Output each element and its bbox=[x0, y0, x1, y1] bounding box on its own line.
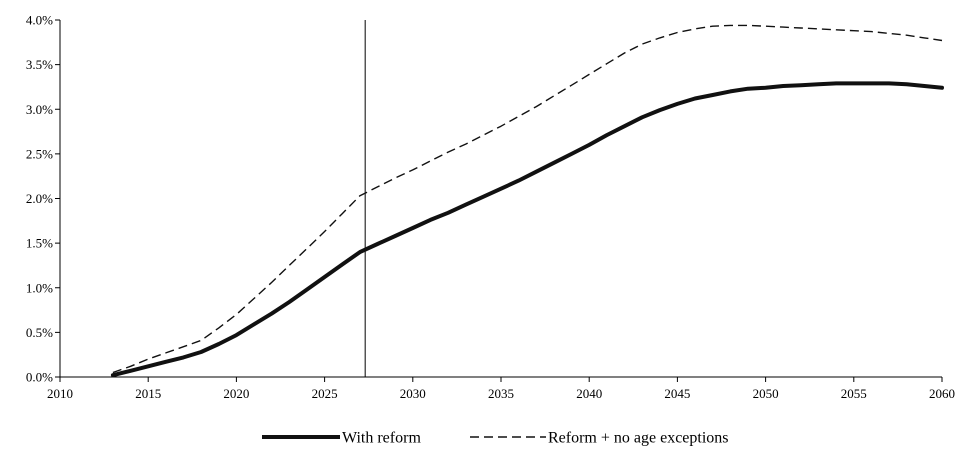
x-tick-label: 2015 bbox=[135, 386, 161, 401]
x-tick-label: 2050 bbox=[753, 386, 779, 401]
chart-axes: 0.0% 0.5% 1.0% 1.5% 2.0% 2.5% 3.0% 3.5% 4.0% 2010… bbox=[26, 13, 955, 402]
series-line-1 bbox=[112, 24, 943, 374]
x-tick-label: 2020 bbox=[223, 386, 249, 401]
series-line-0 bbox=[110, 81, 944, 378]
y-tick-label: 3.5% bbox=[26, 57, 53, 72]
x-tick-label: 2035 bbox=[488, 386, 514, 401]
x-tick-label: 2060 bbox=[929, 386, 955, 401]
x-tick-label: 2030 bbox=[400, 386, 426, 401]
x-tick-label: 2040 bbox=[576, 386, 602, 401]
y-tick-label: 1.5% bbox=[26, 236, 53, 251]
x-tick-label: 2045 bbox=[664, 386, 690, 401]
y-tick-label: 4.0% bbox=[26, 13, 53, 28]
y-tick-label: 0.5% bbox=[26, 325, 53, 340]
y-tick-label: 2.5% bbox=[26, 146, 53, 161]
y-tick-label: 3.0% bbox=[26, 102, 53, 117]
chart-series bbox=[110, 24, 944, 378]
y-tick-label: 1.0% bbox=[26, 280, 53, 295]
x-tick-label: 2025 bbox=[312, 386, 338, 401]
x-tick-label: 2010 bbox=[47, 386, 73, 401]
y-tick-label: 2.0% bbox=[26, 191, 53, 206]
x-tick-label: 2055 bbox=[841, 386, 867, 401]
chart-legend: With reform Reform + no age exceptions bbox=[262, 430, 729, 447]
y-tick-label: 0.0% bbox=[26, 370, 53, 385]
legend-label: With reform bbox=[342, 430, 421, 447]
legend-label: Reform + no age exceptions bbox=[548, 430, 729, 447]
